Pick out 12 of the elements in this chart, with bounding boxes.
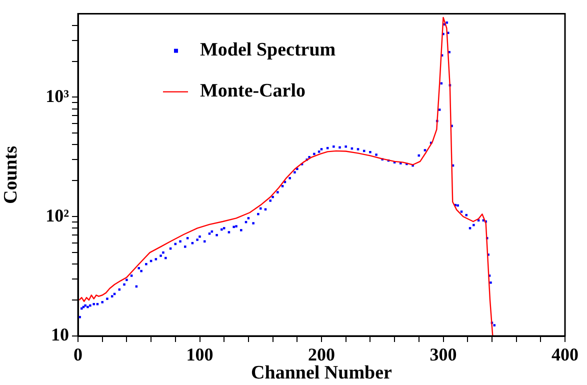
x-tick-label: 100 bbox=[186, 344, 214, 364]
x-tick-label: 400 bbox=[552, 344, 578, 364]
x-axis-title: Channel Number bbox=[251, 362, 393, 384]
y-tick-label: 10² bbox=[46, 205, 69, 226]
y-axis-title: Counts bbox=[0, 146, 22, 204]
y-tick-label: 10³ bbox=[46, 86, 70, 106]
x-tick-label: 300 bbox=[430, 344, 457, 364]
x-tick-label: 0 bbox=[74, 344, 82, 364]
legend-label: Monte-Carlo bbox=[200, 80, 306, 102]
legend-label: Model Spectrum bbox=[200, 40, 336, 61]
x-tick-label: 200 bbox=[308, 344, 335, 364]
y-tick-label: 10 bbox=[51, 324, 69, 345]
